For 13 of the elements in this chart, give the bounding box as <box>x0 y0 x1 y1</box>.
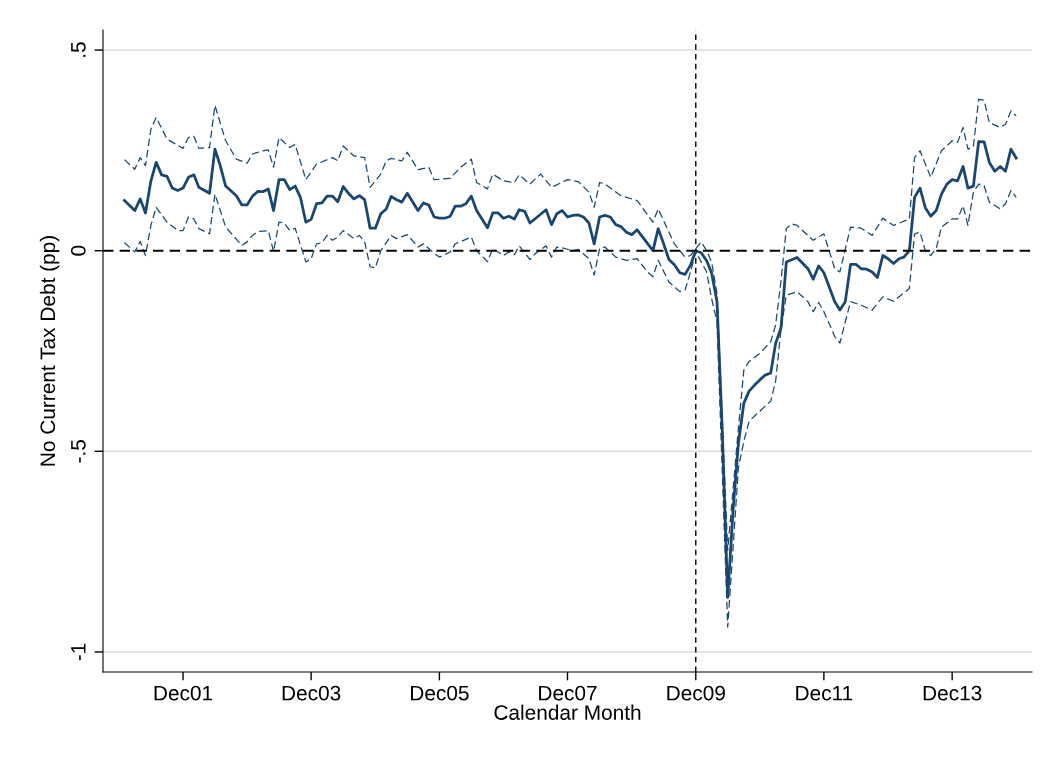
x-tick-label: Dec09 <box>667 685 725 701</box>
y-tick-label: .5 <box>71 42 86 57</box>
x-axis-title: Calendar Month <box>494 704 641 720</box>
x-tick-label: Dec07 <box>539 685 597 701</box>
x-tick-label: Dec13 <box>923 685 982 701</box>
y-tick-label: -.5 <box>71 440 86 463</box>
x-tick-label: Dec01 <box>154 685 213 701</box>
y-tick-label: -1 <box>71 643 86 661</box>
x-tick-label: Dec11 <box>796 685 853 701</box>
y-tick-label: 0 <box>70 245 86 256</box>
y-axis-title: No Current Tax Debt (pp) <box>39 236 60 466</box>
x-tick-label: Dec03 <box>282 685 341 701</box>
x-tick-label: Dec05 <box>411 685 469 701</box>
